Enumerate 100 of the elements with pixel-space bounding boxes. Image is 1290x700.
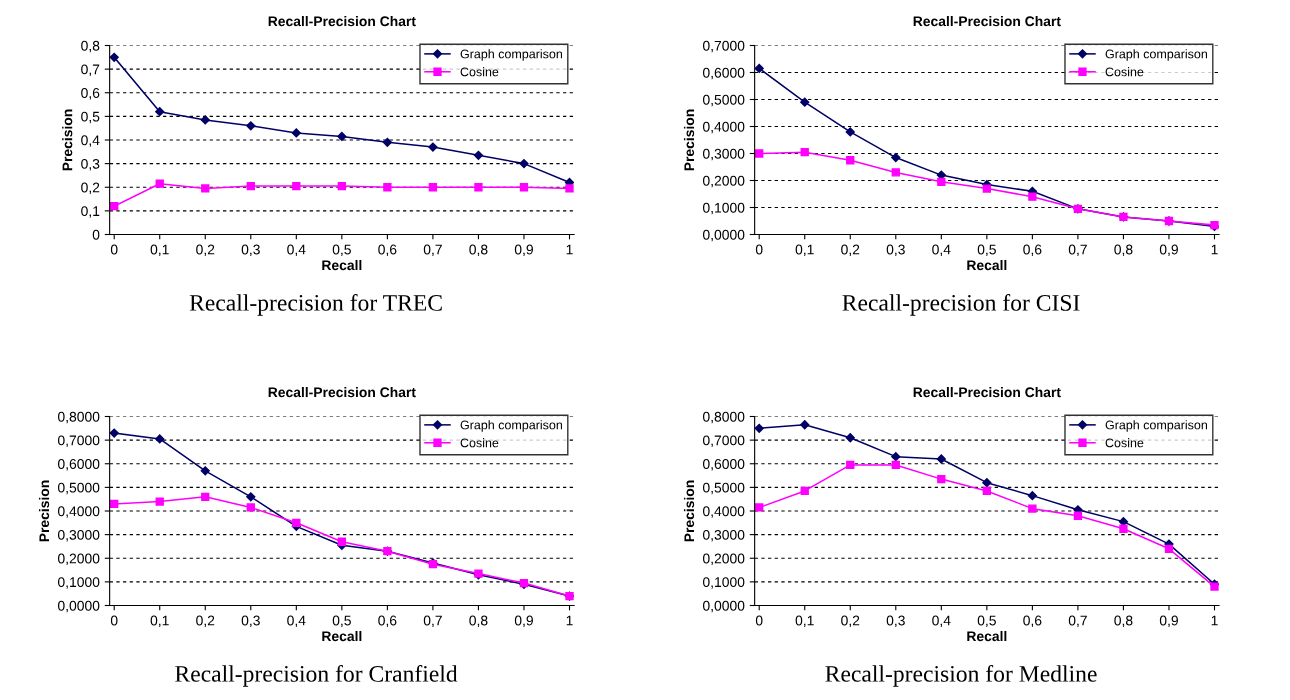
text: Recall-precision for TREC <box>189 294 442 316</box>
x-tick-label: 0 <box>110 244 118 255</box>
y-tick-label: 0,7 <box>81 64 100 76</box>
y-tick-label: 0,5000 <box>57 482 100 495</box>
y-tick-label: 0,7000 <box>702 40 745 53</box>
x-tick-label: 0,6 <box>1023 615 1042 628</box>
text: Recall-precision for Cranfield <box>175 665 458 687</box>
x-tick-label: 0 <box>755 244 763 255</box>
legend-label: Cosine <box>1105 438 1144 448</box>
y-axis-title: Precision <box>38 480 50 542</box>
x-axis-title: Recall <box>322 259 362 271</box>
legend-label: Cosine <box>460 67 499 77</box>
x-tick-label: 0,3 <box>886 615 905 628</box>
y-axis-title: Precision <box>62 109 73 171</box>
chart-title: Recall-Precision Chart <box>913 386 1061 398</box>
x-tick-label: 0,8 <box>1114 615 1133 628</box>
x-tick-label: 0,9 <box>1159 615 1178 628</box>
y-tick-label: 0,6 <box>81 88 100 100</box>
y-tick-label: 0,6000 <box>57 459 100 471</box>
y-tick-label: 0,2000 <box>57 553 100 566</box>
x-axis-title: Recall <box>322 630 362 642</box>
x-tick-label: 0,1 <box>795 244 814 257</box>
y-tick-label: 0,2000 <box>702 553 745 566</box>
y-tick-label: 0,5 <box>81 111 100 124</box>
x-tick-label: 0,6 <box>1023 244 1042 257</box>
y-tick-label: 0,4000 <box>702 121 745 134</box>
y-tick-label: 0,7000 <box>702 435 745 447</box>
y-tick-label: 0,5000 <box>702 94 745 107</box>
x-tick-label: 0,8 <box>469 244 488 257</box>
y-tick-label: 0,3000 <box>702 529 745 542</box>
x-tick-label: 0,8 <box>469 615 488 628</box>
legend-label: Cosine <box>460 438 499 448</box>
legend-label: Graph comparison <box>460 49 562 61</box>
y-tick-label: 0,3000 <box>702 148 745 161</box>
y-tick-label: 0,1000 <box>702 202 745 215</box>
legend-label: Graph comparison <box>1105 49 1207 61</box>
y-tick-label: 0,1000 <box>702 577 745 589</box>
x-axis-title: Recall <box>967 630 1007 642</box>
x-tick-label: 0,7 <box>423 615 442 628</box>
x-tick-label: 0,5 <box>977 615 996 628</box>
x-tick-label: 0,6 <box>378 615 397 628</box>
y-tick-label: 0,4 <box>81 135 100 147</box>
x-tick-label: 0,1 <box>795 615 814 628</box>
y-tick-label: 0,1 <box>81 206 100 218</box>
x-tick-label: 0,8 <box>1114 244 1133 257</box>
x-tick-label: 0,4 <box>287 244 306 257</box>
y-tick-label: 0,3000 <box>57 529 100 542</box>
y-tick-label: 0,4000 <box>57 506 100 518</box>
x-tick-label: 0,2 <box>196 615 215 628</box>
x-tick-label: 0,1 <box>150 615 169 628</box>
x-tick-label: 0,2 <box>841 244 860 257</box>
y-tick-label: 0,8000 <box>702 411 745 424</box>
y-tick-label: 0 <box>92 229 100 240</box>
x-tick-label: 0,3 <box>241 615 260 628</box>
y-axis-title: Precision <box>683 480 695 542</box>
x-tick-label: 0,1 <box>150 244 169 257</box>
x-tick-label: 1 <box>1211 244 1218 255</box>
x-tick-label: 0,4 <box>932 615 951 628</box>
chart-title: Recall-Precision Chart <box>268 15 416 27</box>
x-tick-label: 0,4 <box>932 244 951 257</box>
x-tick-label: 0,4 <box>287 615 306 628</box>
x-tick-label: 0,7 <box>423 244 442 257</box>
y-tick-label: 0,5000 <box>702 482 745 495</box>
chart-title: Recall-Precision Chart <box>268 386 416 398</box>
x-tick-label: 0,3 <box>886 244 905 257</box>
x-tick-label: 0,2 <box>196 244 215 257</box>
x-tick-label: 0,9 <box>514 244 533 257</box>
x-tick-label: 0,5 <box>332 615 351 628</box>
y-tick-label: 0,0000 <box>702 600 745 613</box>
x-tick-label: 1 <box>566 244 573 255</box>
y-axis-title: Precision <box>683 109 695 171</box>
y-tick-label: 0,0000 <box>57 600 100 613</box>
y-tick-label: 0,8000 <box>57 411 100 424</box>
chart-title: Recall-Precision Chart <box>913 15 1061 27</box>
x-tick-label: 0,9 <box>1159 244 1178 257</box>
y-tick-label: 0,7000 <box>57 435 100 447</box>
y-tick-label: 0,8 <box>81 40 100 53</box>
legend-label: Cosine <box>1105 67 1144 77</box>
y-tick-label: 0,2 <box>81 182 100 195</box>
x-tick-label: 0,5 <box>332 244 351 257</box>
legend-label: Graph comparison <box>460 420 562 432</box>
x-axis-title: Recall <box>967 259 1007 271</box>
x-tick-label: 0,9 <box>514 615 533 628</box>
x-tick-label: 0 <box>755 615 763 626</box>
y-tick-label: 0,1000 <box>57 577 100 589</box>
x-tick-label: 0,7 <box>1068 615 1087 628</box>
y-tick-label: 0,4000 <box>702 506 745 518</box>
x-tick-label: 0,2 <box>841 615 860 628</box>
text: Recall-precision for CISI <box>842 294 1080 316</box>
x-tick-label: 1 <box>566 615 573 626</box>
x-tick-label: 0,6 <box>378 244 397 257</box>
y-tick-label: 0,6000 <box>702 67 745 80</box>
text: Recall-precision for Medline <box>825 665 1097 687</box>
y-tick-label: 0,0000 <box>702 229 745 242</box>
y-tick-label: 0,6000 <box>702 459 745 471</box>
y-tick-label: 0,2000 <box>702 175 745 188</box>
x-tick-label: 0,3 <box>241 244 260 257</box>
x-tick-label: 0,7 <box>1068 244 1087 257</box>
x-tick-label: 1 <box>1211 615 1218 626</box>
y-tick-label: 0,3 <box>81 158 100 171</box>
